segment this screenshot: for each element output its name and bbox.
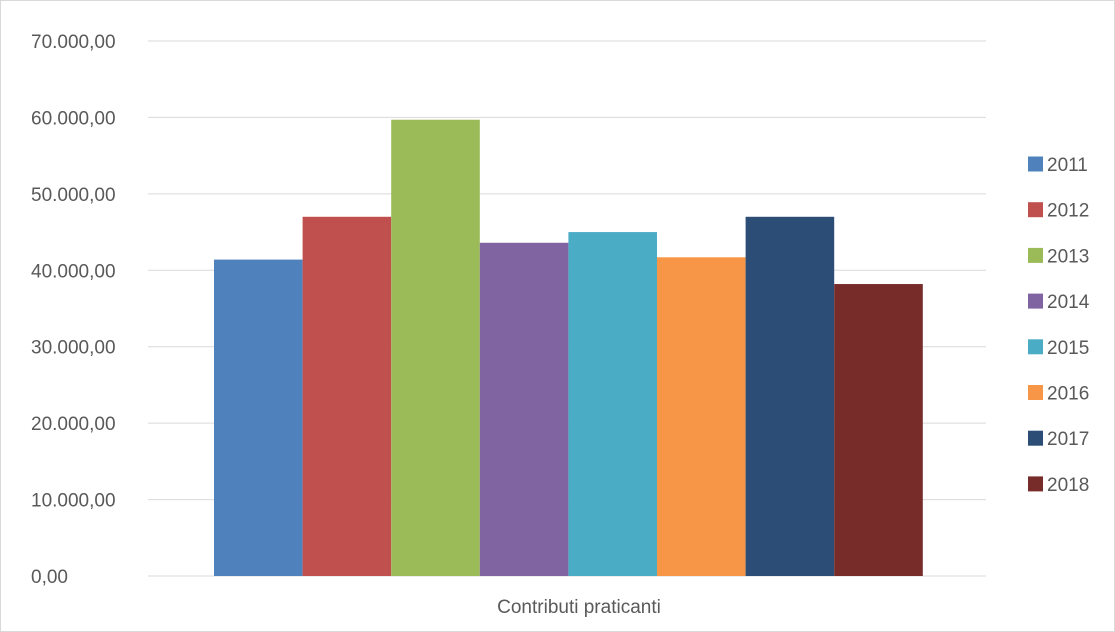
y-tick-label: 30.000,00	[31, 338, 116, 359]
bar-2018	[834, 284, 923, 576]
legend-item-2015: 2015	[1028, 338, 1089, 359]
bars	[214, 119, 923, 577]
legend-swatch	[1028, 202, 1043, 218]
bar-2015	[568, 232, 657, 577]
legend-label: 2012	[1047, 201, 1089, 222]
y-tick-label: 0,00	[31, 567, 68, 588]
y-axis-ticks: 0,00 10.000,00 20.000,00 30.000,00 40.000,00…	[31, 32, 116, 588]
legend-item-2014: 2014	[1028, 292, 1090, 313]
bar-2012	[302, 216, 392, 577]
legend-swatch	[1028, 247, 1043, 263]
legend-swatch	[1028, 293, 1043, 309]
legend-label: 2016	[1047, 384, 1089, 405]
legend-item-2013: 2013	[1028, 246, 1089, 267]
bar-2016	[657, 257, 746, 576]
bar-2014	[479, 242, 569, 576]
bar-2011	[214, 259, 303, 576]
legend-label: 2015	[1047, 338, 1089, 359]
y-tick-label: 10.000,00	[31, 491, 116, 512]
y-tick-label: 60.000,00	[31, 108, 116, 129]
legend-item-2017: 2017	[1028, 429, 1089, 450]
legend-label: 2011	[1047, 155, 1088, 176]
legend-swatch	[1028, 156, 1043, 172]
x-axis: Contributi praticanti	[497, 597, 661, 618]
legend-swatch	[1028, 430, 1043, 446]
x-category-label: Contributi praticanti	[497, 597, 661, 618]
y-tick-label: 20.000,00	[31, 414, 116, 435]
bar-2017	[745, 216, 835, 577]
legend-item-2018: 2018	[1028, 475, 1089, 496]
legend-swatch	[1028, 476, 1043, 492]
y-tick-label: 50.000,00	[31, 185, 116, 206]
legend-label: 2013	[1047, 246, 1089, 267]
legend-label: 2014	[1047, 292, 1090, 313]
legend: 2011 2012 2013 2014 2015 2016 2017 2018	[1028, 155, 1090, 496]
legend-label: 2018	[1047, 475, 1089, 496]
legend-swatch	[1028, 339, 1043, 355]
y-tick-label: 40.000,00	[31, 261, 116, 282]
legend-item-2011: 2011	[1028, 155, 1088, 176]
legend-label: 2017	[1047, 429, 1089, 450]
y-tick-label: 70.000,00	[31, 32, 116, 53]
bar-2013	[391, 119, 480, 576]
legend-item-2012: 2012	[1028, 201, 1089, 222]
legend-item-2016: 2016	[1028, 384, 1089, 405]
legend-swatch	[1028, 385, 1043, 400]
